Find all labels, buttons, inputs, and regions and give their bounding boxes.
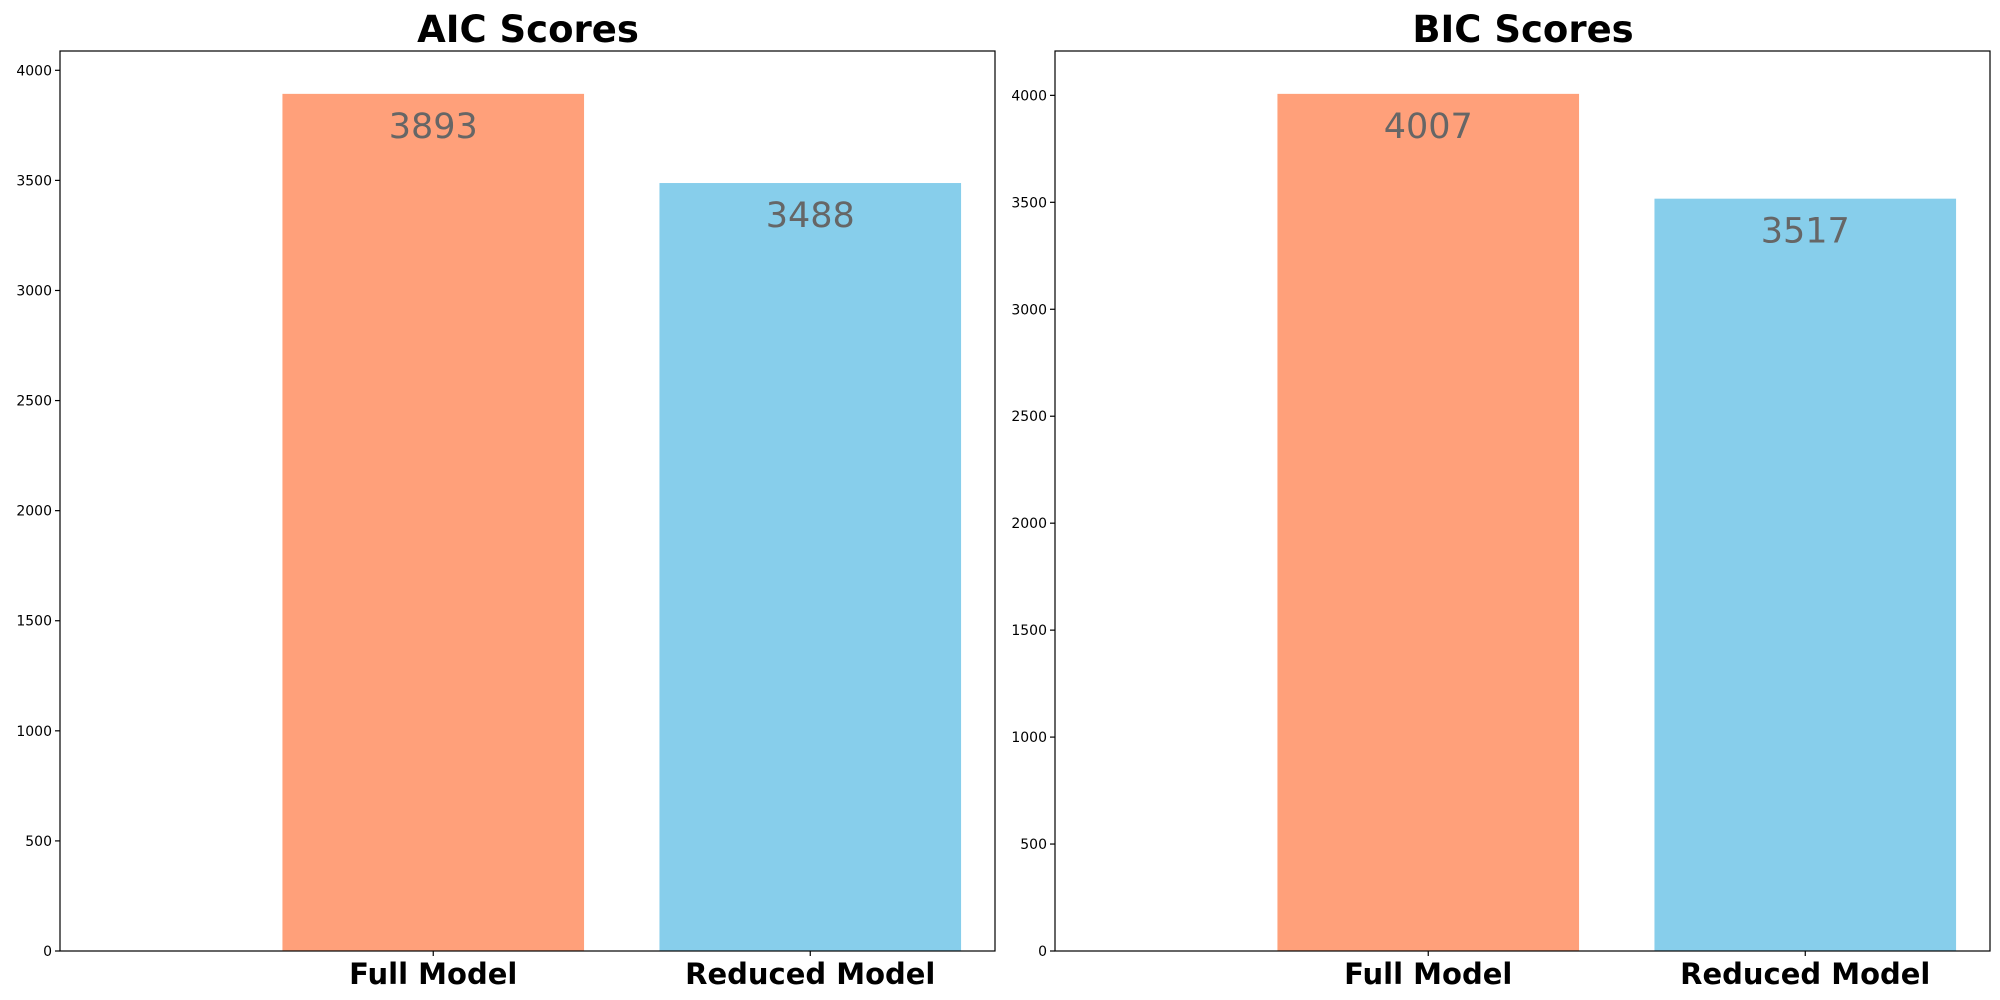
xtick-label-aic-1: Reduced Model (685, 957, 935, 991)
chart-title-bic: BIC Scores (1412, 8, 1633, 51)
data-label-bic-0: 4007 (1384, 107, 1473, 147)
ytick-label-aic-8: 4000 (16, 63, 52, 79)
data-label-aic-0: 3893 (389, 107, 478, 147)
ytick-label-bic-4: 2000 (1011, 516, 1047, 532)
ytick-label-bic-2: 1000 (1011, 730, 1047, 746)
ytick-label-bic-1: 500 (1020, 837, 1047, 853)
ytick-label-aic-3: 1500 (16, 614, 52, 630)
data-label-aic-1: 3488 (766, 196, 855, 236)
ytick-label-aic-4: 2000 (16, 504, 52, 520)
ytick-label-aic-1: 500 (25, 834, 52, 850)
bic-chart-panel: BIC Scores 0 500 1000 1500 2000 2500 3000 3500 4… (1011, 8, 1991, 991)
plot-frame-aic (59, 50, 996, 952)
bar-bic-0 (1277, 93, 1580, 952)
ytick-label-bic-3: 1500 (1011, 623, 1047, 639)
bar-aic-1 (659, 183, 962, 951)
ytick-label-bic-7: 3500 (1011, 195, 1047, 211)
ytick-label-aic-0: 0 (43, 944, 52, 960)
ytick-label-bic-0: 0 (1038, 944, 1047, 960)
bar-bic-1 (1654, 198, 1957, 952)
ytick-label-bic-5: 2500 (1011, 409, 1047, 425)
ytick-label-bic-6: 3000 (1011, 302, 1047, 318)
xtick-label-bic-1: Reduced Model (1680, 957, 1930, 991)
xtick-label-bic-0: Full Model (1344, 957, 1512, 991)
chart-title-aic: AIC Scores (417, 8, 639, 51)
data-label-bic-1: 3517 (1761, 212, 1850, 252)
ytick-label-aic-2: 1000 (16, 724, 52, 740)
aic-chart-panel: AIC Scores 0 500 1000 1500 2000 2500 3000 3500 4… (16, 8, 996, 991)
plot-frame-bic (1054, 50, 1991, 952)
ytick-label-aic-6: 3000 (16, 283, 52, 299)
bar-aic-0 (282, 93, 585, 952)
ytick-label-aic-5: 2500 (16, 394, 52, 410)
ytick-label-bic-8: 4000 (1011, 88, 1047, 104)
xtick-label-aic-0: Full Model (349, 957, 517, 991)
ytick-label-aic-7: 3500 (16, 173, 52, 189)
